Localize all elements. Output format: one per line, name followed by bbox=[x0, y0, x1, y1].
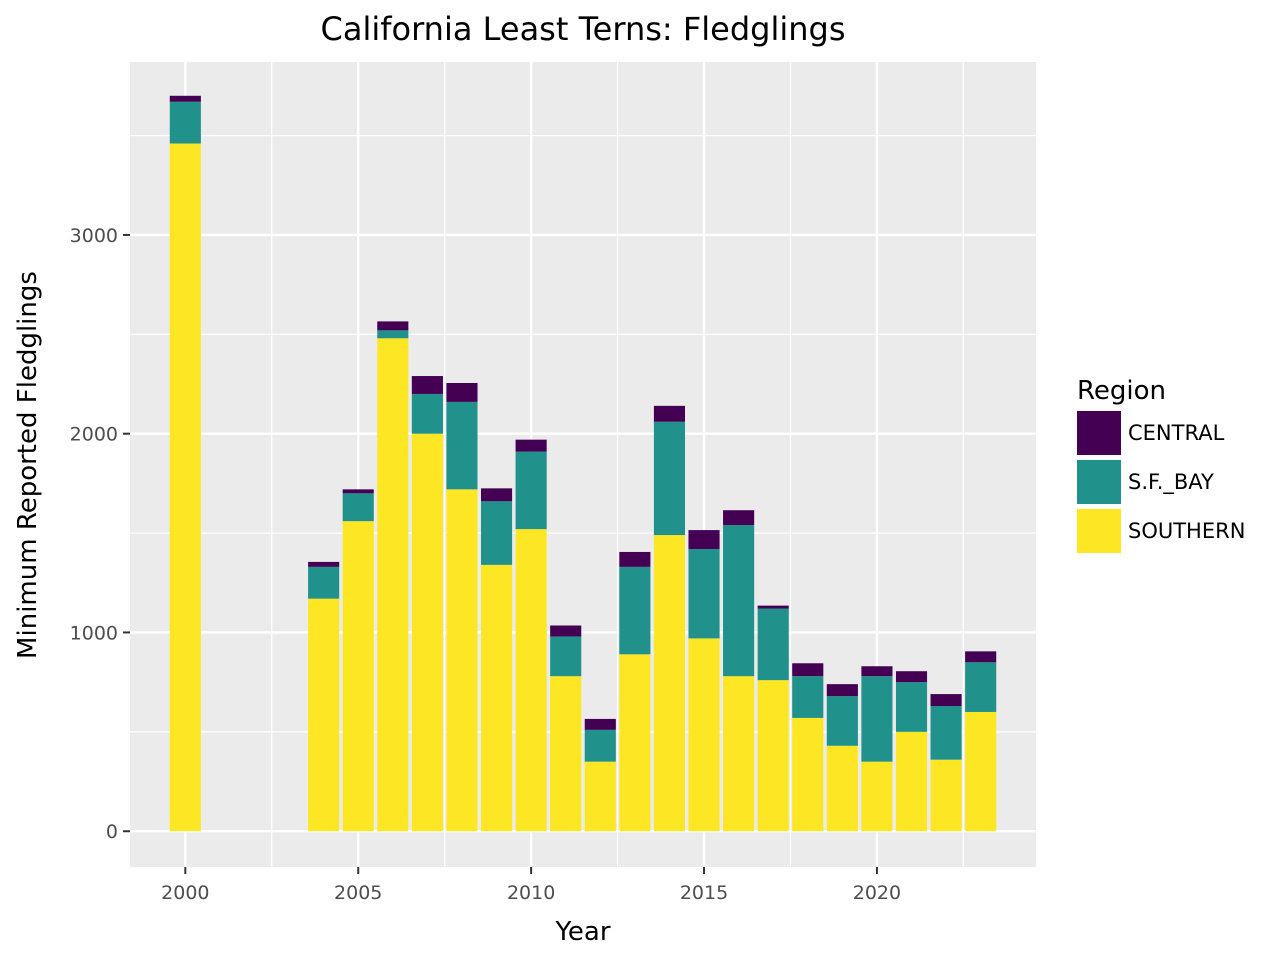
x-tick-label: 2000 bbox=[161, 882, 209, 904]
bar-2011-s-f-bay bbox=[550, 636, 582, 677]
bar-2004-central bbox=[308, 561, 340, 567]
bar-2000-southern bbox=[169, 143, 201, 832]
bar-2005-central bbox=[342, 489, 374, 494]
bar-2013-central bbox=[619, 551, 651, 567]
bar-2004-s-f-bay bbox=[308, 566, 340, 599]
x-tick-label: 2015 bbox=[680, 882, 728, 904]
legend-title: Region bbox=[1077, 376, 1166, 406]
bar-2011-southern bbox=[550, 676, 582, 832]
x-tick-label: 2010 bbox=[507, 882, 555, 904]
legend-key-central bbox=[1077, 411, 1121, 455]
legend-label-s-f-bay: S.F._BAY bbox=[1128, 470, 1214, 495]
legend-key-southern bbox=[1077, 509, 1121, 553]
legend: Region CENTRAL S.F._BAY SOUTHERN bbox=[1077, 376, 1245, 553]
bar-2014-southern bbox=[653, 535, 686, 832]
bar-2008-s-f-bay bbox=[446, 401, 478, 490]
bar-2010-central bbox=[515, 439, 547, 452]
bar-2019-central bbox=[826, 684, 858, 697]
bar-2010-southern bbox=[515, 529, 547, 832]
bar-2015-s-f-bay bbox=[688, 548, 720, 639]
grid-minor bbox=[130, 62, 1036, 867]
bar-2019-southern bbox=[826, 745, 858, 832]
x-axis-ticks: 2000 2005 2010 2015 2020 bbox=[161, 867, 901, 904]
bar-2004-southern bbox=[308, 598, 340, 832]
bar-2010-s-f-bay bbox=[515, 451, 547, 530]
legend-label-central: CENTRAL bbox=[1128, 421, 1225, 445]
bar-2011-central bbox=[550, 625, 582, 637]
bar-2014-central bbox=[653, 405, 686, 422]
bar-2007-southern bbox=[411, 433, 443, 832]
bar-2016-central bbox=[723, 510, 755, 526]
y-tick-label: 1000 bbox=[70, 622, 118, 644]
y-axis-ticks: 0 1000 2000 3000 bbox=[70, 225, 130, 843]
bar-2007-central bbox=[411, 376, 443, 394]
bar-2008-central bbox=[446, 383, 478, 402]
bar-2023-southern bbox=[965, 711, 997, 832]
legend-label-southern: SOUTHERN bbox=[1128, 519, 1245, 543]
bar-2006-southern bbox=[377, 338, 409, 832]
bar-2023-central bbox=[965, 651, 997, 663]
bar-2017-s-f-bay bbox=[757, 608, 789, 681]
bar-2023-s-f-bay bbox=[965, 662, 997, 712]
chart-title: California Least Terns: Fledglings bbox=[320, 10, 845, 48]
bar-2000-central bbox=[169, 95, 201, 102]
bar-2018-s-f-bay bbox=[792, 676, 824, 718]
legend-key-s-f-bay bbox=[1077, 460, 1121, 504]
bar-2006-s-f-bay bbox=[377, 330, 409, 339]
bar-2020-central bbox=[861, 666, 893, 677]
bar-2008-southern bbox=[446, 489, 478, 832]
x-axis-title: Year bbox=[554, 917, 610, 947]
y-axis-title: Minimum Reported Fledglings bbox=[13, 271, 43, 659]
y-tick-label: 3000 bbox=[70, 225, 118, 247]
bar-2018-southern bbox=[792, 717, 824, 832]
bar-2005-southern bbox=[342, 521, 374, 832]
bar-2012-s-f-bay bbox=[584, 729, 616, 762]
bar-2022-central bbox=[930, 694, 962, 706]
bar-2020-s-f-bay bbox=[861, 676, 893, 762]
bar-2000-s-f-bay bbox=[169, 101, 201, 144]
bar-2015-central bbox=[688, 530, 720, 549]
bar-2005-s-f-bay bbox=[342, 493, 374, 522]
bar-2009-s-f-bay bbox=[480, 501, 513, 565]
bar-2019-s-f-bay bbox=[826, 696, 858, 746]
bar-2021-s-f-bay bbox=[895, 682, 928, 732]
bar-2012-southern bbox=[584, 761, 616, 832]
bar-2015-southern bbox=[688, 638, 720, 832]
bar-2006-central bbox=[377, 321, 409, 331]
y-tick-label: 2000 bbox=[70, 424, 118, 446]
bar-2009-central bbox=[480, 488, 513, 502]
y-tick-label: 0 bbox=[106, 821, 118, 843]
bar-2016-southern bbox=[723, 676, 755, 832]
x-tick-label: 2005 bbox=[334, 882, 382, 904]
legend-items: CENTRAL S.F._BAY SOUTHERN bbox=[1077, 411, 1245, 553]
bar-2013-s-f-bay bbox=[619, 566, 651, 655]
bar-2018-central bbox=[792, 663, 824, 677]
bar-2021-southern bbox=[895, 731, 928, 832]
bar-2017-central bbox=[757, 605, 789, 609]
bar-2009-southern bbox=[480, 564, 513, 832]
bar-2013-southern bbox=[619, 654, 651, 832]
bar-2020-southern bbox=[861, 761, 893, 832]
bar-2007-s-f-bay bbox=[411, 393, 443, 434]
bar-2021-central bbox=[895, 671, 928, 683]
bar-2022-s-f-bay bbox=[930, 706, 962, 760]
bar-2016-s-f-bay bbox=[723, 525, 755, 677]
x-tick-label: 2020 bbox=[853, 882, 901, 904]
bars bbox=[169, 95, 997, 832]
bar-2014-s-f-bay bbox=[653, 421, 686, 536]
bar-2017-southern bbox=[757, 680, 789, 832]
bar-2012-central bbox=[584, 718, 616, 730]
bar-2022-southern bbox=[930, 759, 962, 832]
